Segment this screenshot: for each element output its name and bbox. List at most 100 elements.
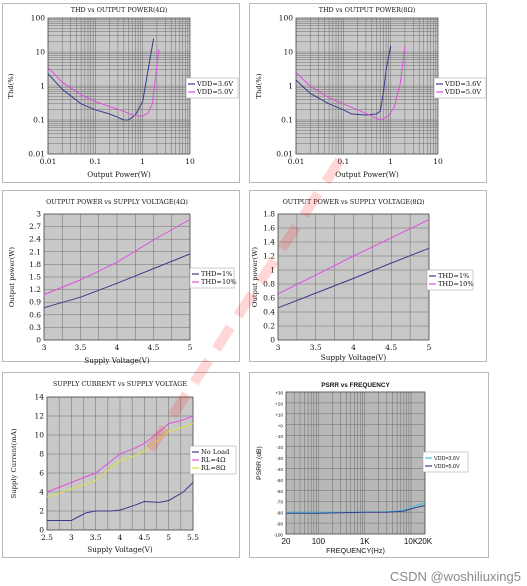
legend-label: VDD=3.6V [196, 80, 233, 88]
series-line-vdd-3-6v [295, 45, 392, 116]
y-tick-label: 0.6 [29, 310, 41, 319]
legend-label: THD=10% [438, 280, 474, 288]
y-tick-label: 12 [34, 412, 44, 421]
chart-svg: 0.01 0.1 1 10 0.01 0.1 1 10 100 THD vs OUTPUT POW… [7, 6, 239, 179]
y-tick-label: 3 [36, 210, 41, 219]
x-tick-label: 5 [427, 343, 432, 352]
chart-svg: 3 3.5 4 4.5 5 0 0.3 0.6 0.9 1.2 1.5 1.8 2.1 2.4 2.7 3 OU… [8, 198, 237, 365]
chart-title-thd-vs-output-power-4-: THD vs OUTPUT POWER(4Ω) [71, 6, 168, 14]
x-axis-label: FREQUENCY(Hz) [326, 546, 385, 555]
legend-label: VDD=5.0V [196, 88, 233, 96]
x-tick-label: 3.5 [310, 343, 322, 352]
grid-lines [295, 18, 438, 155]
chart-title-psrr-vs-frequency: PSRR vs FREQUENCY [321, 382, 390, 389]
x-tick-label: 0.1 [337, 157, 349, 166]
y-tick-label: -50 [276, 478, 283, 483]
y-tick-label: 1 [40, 82, 45, 91]
y-tick-label: 0 [270, 336, 275, 345]
y-tick-label: 100 [279, 14, 294, 23]
y-tick-label: 10 [35, 48, 45, 57]
series-line-vdd-3-6v [286, 502, 426, 513]
y-tick-label: +0 [278, 423, 284, 428]
x-tick-label: 2.5 [41, 533, 53, 542]
y-tick-label: 14 [34, 393, 44, 402]
legend-label: RL=8Ω [201, 464, 226, 472]
chart-title-thd-vs-output-power-8-: THD vs OUTPUT POWER(8Ω) [319, 6, 416, 14]
legend-label: No Load [201, 448, 230, 456]
y-tick-label: 0 [39, 526, 44, 535]
y-tick-label: 10 [34, 431, 44, 440]
y-tick-label: 100 [31, 14, 46, 23]
x-tick-label: 4.5 [385, 343, 397, 352]
series-line-thd-1- [277, 247, 430, 309]
chart-supply-current-vs-voltage: 2.5 3 3.5 4 4.5 5 5.5 0 2 4 6 8 10 12 14 SUPPLY CURRENT… [0, 370, 245, 560]
legend-label: VDD=3.6V [434, 456, 460, 462]
x-tick-label: 20K [418, 537, 433, 546]
series-line-thd-1- [43, 253, 191, 309]
y-tick-label: 1.5 [29, 273, 41, 282]
grid-lines [277, 213, 430, 341]
legend-label: THD=10% [201, 278, 237, 286]
y-tick-label: 6 [39, 469, 44, 478]
x-tick-label: 1K [360, 537, 370, 546]
chart-title-output-power-vs-supply-voltage-4-: OUTPUT POWER vs SUPPLY VOLTAGE(4Ω) [46, 198, 188, 206]
x-axis-label: Supply Voltage(V) [87, 545, 153, 554]
x-tick-label: 3.5 [75, 343, 87, 352]
x-tick-label: 4.5 [148, 343, 160, 352]
y-tick-label: +30 [275, 391, 283, 396]
chart-power-vs-voltage-4ohm: 3 3.5 4 4.5 5 0 0.3 0.6 0.9 1.2 1.5 1.8 2.1 2.4 2.7 3 OU… [0, 188, 245, 366]
x-axis-label: Output Power(W) [335, 170, 399, 179]
legend-label: VDD=5.0V [434, 464, 460, 470]
y-tick-label: +10 [275, 412, 283, 417]
y-tick-label: -60 [276, 489, 283, 494]
y-tick-label: 2.4 [29, 235, 41, 244]
x-axis-label: Supply Voltage(V) [84, 356, 150, 365]
watermark-text: CSDN @woshiliuxing5 [390, 569, 521, 584]
chart-power-vs-voltage-8ohm: 3 3.5 4 4.5 5 0 0.2 0.4 0.6 0.8 1 1.2 1.4 1.6 1.8 OUTPU… [247, 188, 492, 366]
x-tick-label: 5 [188, 343, 193, 352]
x-tick-label: 0.01 [40, 157, 57, 166]
legend-label: VDD=3.6V [444, 80, 481, 88]
legend-box [433, 77, 487, 99]
y-axis-label: Output power(W) [8, 247, 16, 307]
x-tick-label: 5.5 [187, 533, 199, 542]
y-tick-label: 10 [283, 48, 293, 57]
y-tick-label: 1 [288, 82, 293, 91]
y-tick-label: -20 [276, 445, 283, 450]
x-axis-label: Output Power(W) [87, 170, 151, 179]
y-tick-label: -40 [276, 467, 283, 472]
legend: THD=1%THD=10% [426, 269, 474, 291]
y-tick-label: 0.4 [263, 308, 275, 317]
series-line-vdd-5-0v [286, 505, 426, 514]
y-tick-label: +20 [275, 401, 283, 406]
y-tick-label: 0.1 [281, 116, 293, 125]
y-axis-label: PSRR (dB) [256, 446, 263, 480]
x-tick-label: 3 [42, 343, 47, 352]
x-tick-label: 4 [115, 343, 120, 352]
grid-lines [47, 18, 190, 155]
series-line-rl-4- [46, 415, 194, 493]
y-tick-label: -30 [276, 456, 283, 461]
series-line-vdd-5-0v [295, 45, 406, 121]
y-tick-label: 1.8 [29, 260, 41, 269]
series-line-rl-8- [46, 423, 194, 498]
legend: THD=1%THD=10% [189, 267, 237, 289]
chart-svg: 20 100 1K 10K 20K -100 -90 -80 -70 -60 -50 -40 -30 -2… [256, 382, 469, 555]
x-tick-label: 20 [282, 537, 291, 546]
series-line-vdd-3-6v [47, 38, 155, 121]
y-tick-label: 0.01 [28, 150, 45, 159]
chart-title-output-power-vs-supply-voltage-8-: OUTPUT POWER vs SUPPLY VOLTAGE(8Ω) [283, 198, 425, 206]
x-tick-label: 1 [388, 157, 393, 166]
x-tick-label: 0.1 [89, 157, 101, 166]
y-tick-label: 1.2 [29, 285, 41, 294]
legend: VDD=3.6V VDD=5.0V [422, 451, 469, 473]
y-tick-label: 0.8 [263, 280, 275, 289]
y-tick-label: 0 [36, 336, 41, 345]
y-tick-label: 2.7 [29, 222, 41, 231]
legend-label: VDD=5.0V [444, 88, 481, 96]
y-axis-label: Output power(W) [251, 247, 259, 307]
y-tick-label: -80 [276, 511, 283, 516]
x-tick-label: 3 [69, 533, 74, 542]
